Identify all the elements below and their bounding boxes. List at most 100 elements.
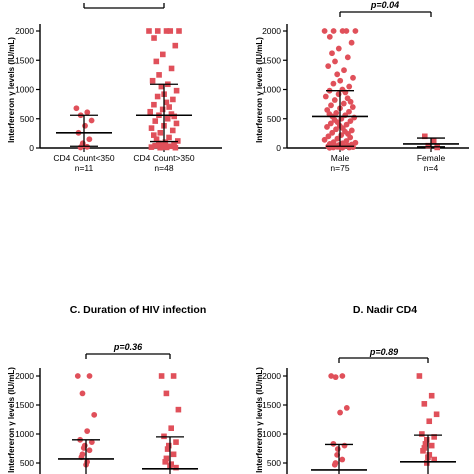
panel-cd4-count: Interfereron γ levels (IU/mL) CD4 Count<… [7,3,222,173]
data-point [163,144,170,151]
data-point [335,45,342,52]
y-tick-label: 2000 [15,26,34,36]
data-point [166,134,172,141]
y-tick-label: 0 [276,143,281,153]
data-point [158,373,165,379]
y-tick-label: 1000 [262,429,281,439]
data-point [172,42,179,49]
data-point [157,144,163,151]
data-point [343,121,350,128]
data-point [321,136,328,143]
data-point [325,133,332,140]
data-point [339,456,346,463]
data-point [322,93,329,100]
data-point [156,72,162,78]
data-point [426,418,433,425]
x-category-label: Female [417,153,446,163]
data-point [166,104,172,110]
data-point [328,102,334,109]
data-point [162,459,168,465]
data-point [346,83,353,90]
data-point [425,142,432,149]
data-point [172,144,179,151]
chart-title: C. Duration of HIV infection [70,304,207,316]
data-point [79,390,86,397]
y-tick-label: 2000 [15,371,34,381]
y-tick-label: 1000 [15,429,34,439]
y-tick-label: 0 [29,143,34,153]
data-point [333,110,340,116]
y-tick-label: 1000 [15,85,34,95]
data-point [163,455,170,462]
data-point [173,120,180,127]
data-point [325,63,332,69]
data-point [154,93,161,100]
data-point [152,118,159,124]
data-point [428,392,435,399]
data-point [334,135,341,142]
data-point [173,87,180,94]
data-point [88,117,95,124]
data-point [170,96,176,103]
data-point [148,125,155,131]
data-point [88,439,95,446]
data-point [73,105,80,112]
y-axis-label: Interfereron γ levels (IU/mL) [255,367,264,473]
x-category-n: n=48 [154,163,173,173]
data-point [151,101,157,108]
data-point [348,39,355,46]
data-point [422,133,428,140]
data-point [147,108,153,115]
p-value: p=0.36 [113,342,143,352]
data-point [326,33,333,40]
data-point [166,442,172,449]
data-point [330,28,337,34]
data-point [171,113,177,120]
data-point [331,97,338,103]
data-point [433,411,440,418]
x-category-label: CD4 Count<350 [53,153,114,163]
y-tick-label: 2000 [262,371,281,381]
data-point [419,431,425,437]
data-point [347,134,354,141]
data-point [163,99,170,106]
x-category-n: n=4 [424,163,439,173]
data-point [347,118,354,124]
data-point [431,434,437,440]
y-axis-label: Interfereron γ levels (IU/mL) [7,37,16,143]
data-point [420,448,426,454]
data-point [324,124,330,130]
data-point [163,390,170,397]
y-tick-label: 500 [20,114,34,124]
panel-nadir-cd4: D. Nadir CD4 p=0.89 Interfereron γ level… [255,304,456,474]
data-point [153,58,160,65]
data-point [328,373,335,379]
y-tick-label: 500 [267,458,281,468]
p-value: p=0.04 [370,0,399,10]
data-point [77,144,84,151]
data-point [352,28,359,34]
data-point [327,120,334,127]
data-point [159,106,166,113]
y-tick-label: 1500 [15,55,34,65]
data-point [332,374,339,381]
data-point [163,28,170,34]
x-category-label: Male [331,153,350,163]
x-category-label: CD4 Count>350 [133,153,194,163]
data-point [152,142,158,149]
data-point [428,442,435,449]
data-point [339,28,346,34]
y-axis-label: Interfereron γ levels (IU/mL) [255,37,264,143]
panel-sex: p=0.04 Interfereron γ levels (IU/mL) Mal… [255,0,469,173]
data-point [339,373,346,379]
data-point [430,138,437,144]
y-tick-label: 1500 [262,400,281,410]
data-point [346,144,353,151]
data-point [149,77,156,84]
data-point [334,71,341,78]
x-category-n: n=11 [75,163,94,173]
data-point [91,411,98,418]
data-point [146,28,152,34]
data-point [157,129,164,136]
data-point [153,136,160,143]
